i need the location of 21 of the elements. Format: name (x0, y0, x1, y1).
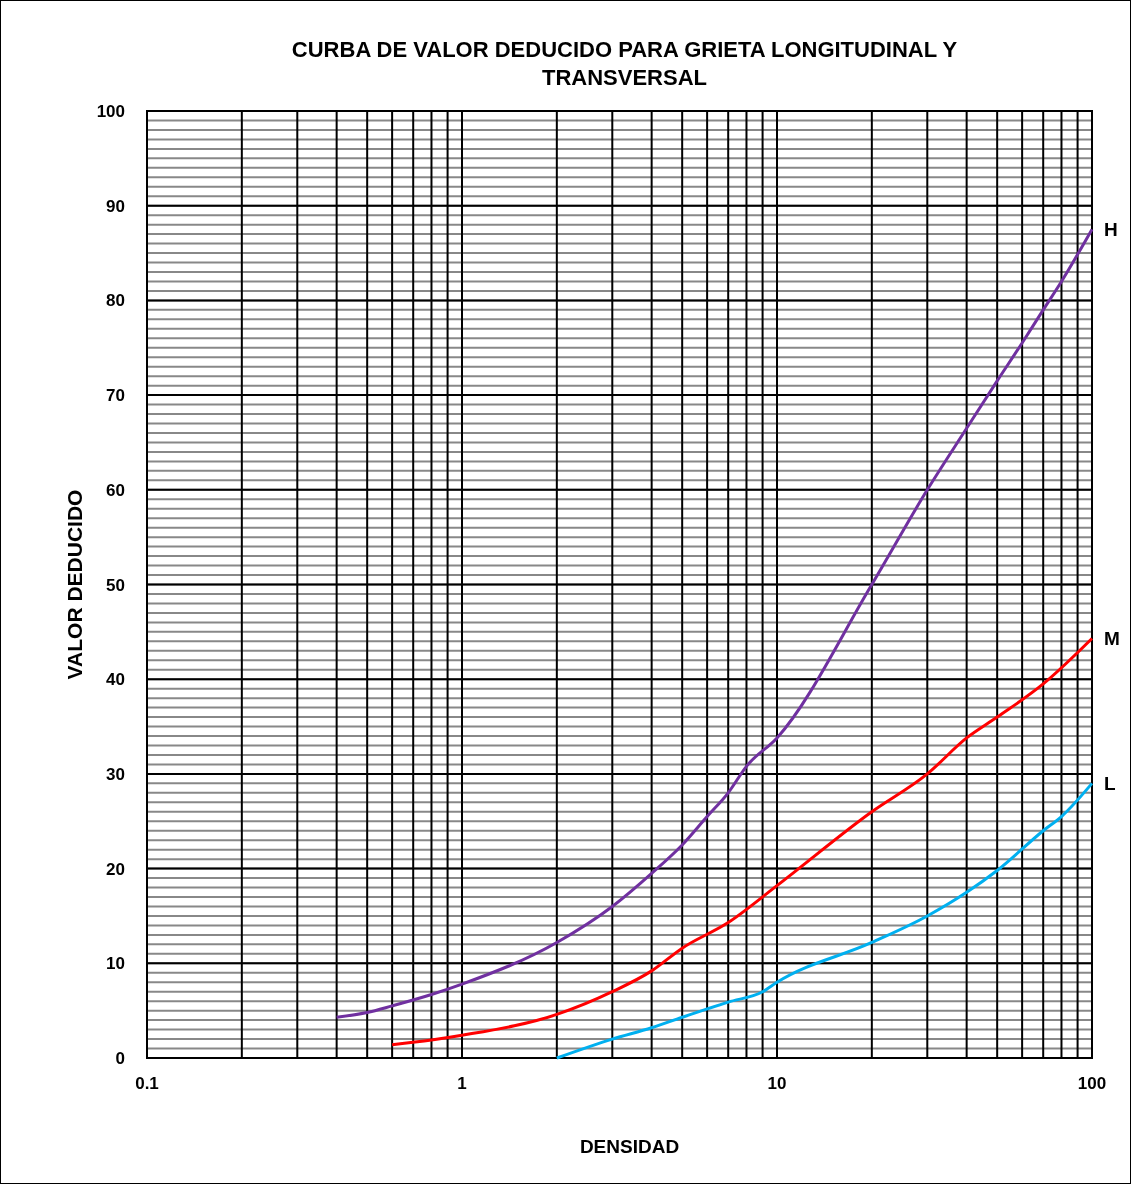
y-tick-label: 80 (106, 291, 125, 311)
x-axis-title: DENSIDAD (579, 1136, 680, 1157)
y-tick-label: 40 (106, 670, 125, 690)
x-tick-label: 0.1 (135, 1074, 159, 1093)
y-tick-label: 30 (106, 764, 125, 784)
y-tick-label: 90 (106, 196, 125, 216)
series-label: L (1104, 773, 1116, 795)
series-label: M (1104, 628, 1120, 650)
y-tick-label: 100 (96, 102, 125, 121)
y-tick-label: 60 (106, 480, 125, 500)
y-tick-label: 70 (106, 386, 125, 406)
y-axis-title: VALOR DEDUCIDO (63, 489, 86, 680)
series-label: H (1104, 219, 1118, 241)
y-tick-label: 0 (115, 1049, 125, 1068)
y-tick-label: 50 (106, 575, 125, 595)
x-tick-label: 100 (1077, 1074, 1107, 1093)
y-tick-label: 20 (106, 859, 125, 879)
y-tick-label: 10 (106, 954, 125, 974)
chart-title: CURBA DE VALOR DEDUCIDO PARA GRIETA LONGITUDINAL Y TRANSVERSAL (291, 37, 958, 90)
x-tick-label: 1 (457, 1074, 467, 1093)
x-tick-label: 10 (767, 1074, 787, 1093)
